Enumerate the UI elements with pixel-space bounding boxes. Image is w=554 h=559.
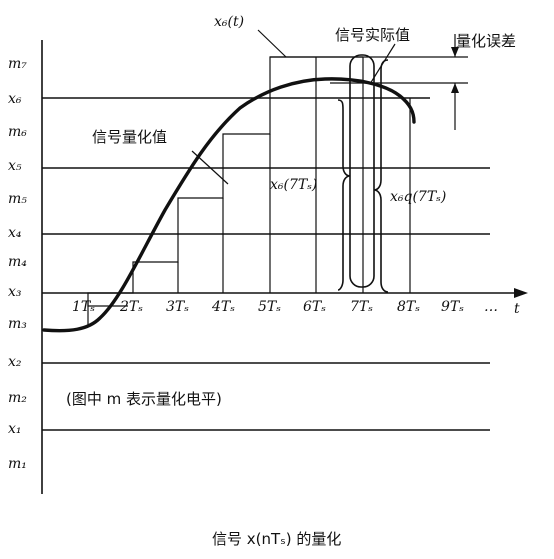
- level-label-x5: x₅: [8, 158, 22, 174]
- brace-x6-7ts: [337, 99, 351, 291]
- level-label-m6: m₆: [8, 124, 27, 140]
- signal-curve: [42, 77, 416, 333]
- figure-caption: 信号 x(nTₛ) 的量化: [212, 530, 341, 548]
- level-label-x1: x₁: [8, 421, 22, 437]
- tick-5ts: 5Tₛ: [258, 299, 281, 315]
- curve-label-leader: [257, 29, 287, 58]
- time-axis-arrow: [514, 288, 528, 298]
- tick-6ts: 6Tₛ: [303, 299, 326, 315]
- level-label-m5: m₅: [8, 191, 27, 207]
- tick-3ts: 3Tₛ: [166, 299, 189, 315]
- quantized-value-leader: [191, 150, 229, 185]
- x6-7ts-label: x₆(7Tₛ): [270, 177, 317, 193]
- tick-2ts: 2Tₛ: [119, 299, 143, 315]
- quantized-value-label: 信号量化值: [92, 128, 167, 146]
- level-label-x4: x₄: [8, 225, 22, 241]
- tick-1ts: 1Tₛ: [72, 299, 95, 315]
- tick-4ts: 4Tₛ: [211, 299, 235, 315]
- level-label-m4: m₄: [8, 254, 27, 270]
- brace-x6q-7ts: [373, 59, 389, 293]
- level-label-m7: m₇: [8, 56, 27, 72]
- level-label-m1: m₁: [8, 456, 27, 472]
- tick-9ts: 9Tₛ: [441, 299, 464, 315]
- level-label-m2: m₂: [8, 390, 27, 406]
- error-arrow-bottom-head: [451, 83, 459, 93]
- ts-bracket: [87, 300, 128, 307]
- quantization-error-label: 量化误差: [456, 32, 516, 50]
- level-note: (图中 m 表示量化电平): [66, 390, 222, 408]
- tick-ellipsis: …: [484, 299, 498, 315]
- level-label-x3: x₃: [8, 284, 22, 300]
- t-axis-label: t: [514, 301, 520, 317]
- tick-7ts: 7Tₛ: [350, 299, 373, 315]
- x6q-7ts-label: x₆q(7Tₛ): [390, 189, 446, 205]
- sample-7ts-highlight: [349, 54, 375, 288]
- level-label-x2: x₂: [8, 354, 22, 370]
- error-arrow-top-head: [451, 47, 459, 57]
- tick-8ts: 8Tₛ: [397, 299, 420, 315]
- actual-value-label: 信号实际值: [335, 26, 410, 44]
- curve-label: x₆(t): [214, 14, 244, 30]
- level-label-x6: x₆: [8, 91, 22, 107]
- level-label-m3: m₃: [8, 316, 27, 332]
